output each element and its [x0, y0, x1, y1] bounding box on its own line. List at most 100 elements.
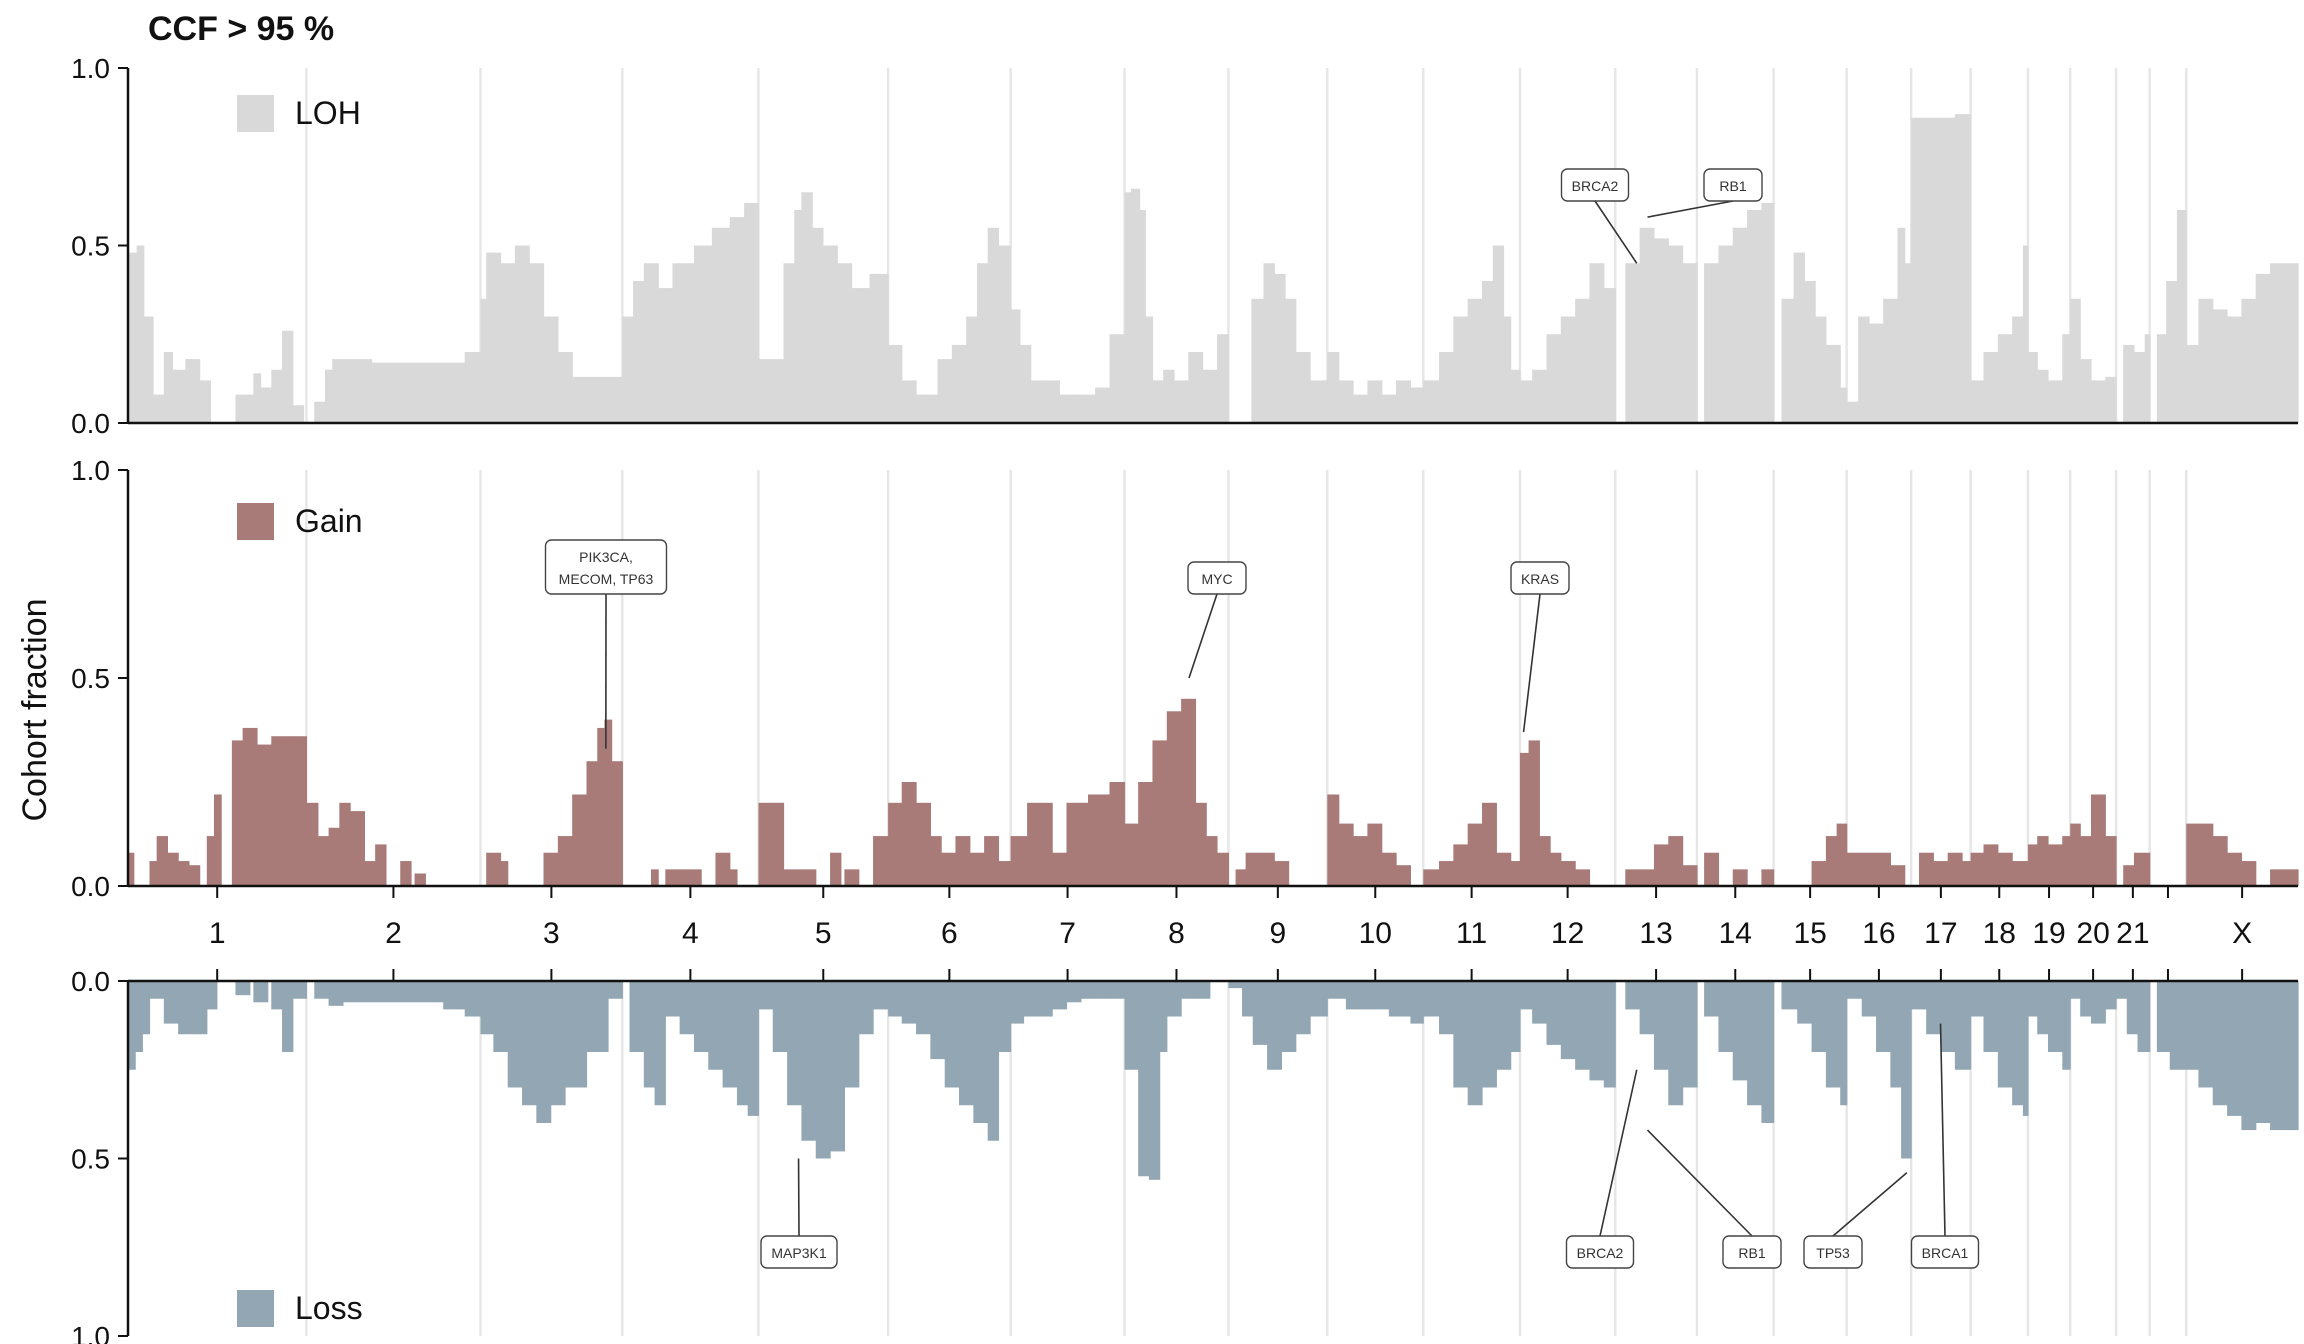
gain-bar: [783, 869, 803, 886]
loss-bar: [235, 981, 251, 996]
gain-bar: [1876, 852, 1891, 886]
loh-bar: [199, 380, 211, 423]
loh-bar: [1804, 281, 1816, 423]
loh-bar: [260, 387, 272, 423]
loss-bar: [536, 981, 552, 1123]
loss-bar: [1532, 981, 1548, 1024]
loh-bar: [1858, 316, 1870, 423]
chromosome-label: 10: [1359, 917, 1392, 950]
gain-bar: [604, 719, 613, 886]
loh-bar: [869, 273, 889, 423]
loss-bar: [1876, 981, 1891, 1052]
loss-bar: [1682, 981, 1698, 1088]
loss-bar: [1327, 981, 1347, 999]
loss-bar: [1345, 981, 1368, 1010]
loh-bar: [1954, 114, 1972, 424]
loss-bar: [1589, 981, 1605, 1081]
loh-bar: [1439, 352, 1454, 423]
loh-bar: [292, 405, 305, 423]
annotation-box: [1187, 561, 1247, 595]
loh-bar: [2144, 334, 2151, 423]
loss-bar: [1940, 981, 1956, 1052]
loh-bar: [794, 210, 803, 423]
loh-bar: [1045, 380, 1060, 423]
loh-bar: [486, 252, 502, 423]
gain-bar: [1482, 802, 1497, 886]
gain-bar: [364, 861, 376, 886]
gain-bar: [2123, 865, 2135, 886]
loh-bar: [1747, 210, 1763, 423]
loss-bar: [414, 981, 444, 1003]
loss-bar: [2255, 981, 2271, 1123]
annotation-label: BRCA2: [1577, 1245, 1624, 1261]
gain-bar: [955, 836, 971, 886]
loss-bar: [253, 981, 269, 1003]
gain-bar: [2047, 844, 2063, 886]
loh-bar: [2047, 380, 2063, 423]
loss-bar: [282, 981, 294, 1052]
gain-bar: [844, 869, 860, 886]
loh-bar: [2241, 298, 2257, 423]
loh-bar: [1188, 352, 1204, 423]
loss-bar: [1267, 981, 1283, 1070]
gain-bar: [1467, 823, 1483, 886]
loss-bar: [1037, 981, 1053, 1017]
gain-bar: [2270, 869, 2299, 886]
cohort-fraction-series: [128, 114, 2299, 1180]
loss-bar: [1575, 981, 1591, 1070]
annotation-box: [1803, 1235, 1863, 1269]
gain-bar: [1338, 823, 1354, 886]
loh-bar: [901, 380, 917, 423]
gain-bar: [1519, 752, 1530, 886]
y-axis-label: Cohort fraction: [16, 599, 54, 822]
loss-bar: [2169, 981, 2187, 1070]
loh-bar: [2090, 380, 2106, 423]
loh-bar: [1202, 369, 1218, 423]
loh-bar: [1152, 380, 1164, 423]
loss-bar: [1467, 981, 1483, 1106]
loh-bar: [2166, 281, 2178, 423]
loh-bar: [282, 330, 294, 423]
gain-bar: [1396, 865, 1411, 886]
loh-bar: [1503, 316, 1512, 423]
annotation-label: RB1: [1738, 1245, 1765, 1261]
chromosome-label: 17: [1924, 917, 1957, 950]
gain-bar: [543, 852, 559, 886]
gain-bar: [998, 861, 1012, 886]
loh-bar: [1285, 298, 1297, 423]
gain-bar: [801, 869, 817, 886]
loss-bar: [1840, 981, 1848, 1106]
gain-bar: [1575, 869, 1591, 886]
gain-bar: [1235, 869, 1247, 886]
loss-bar: [736, 981, 749, 1106]
gain-bar: [271, 736, 294, 886]
gain-bar: [414, 873, 426, 886]
loss-bar: [1066, 981, 1082, 1003]
loss-bar: [998, 981, 1012, 1052]
loss-bar: [665, 981, 681, 1017]
loh-bar: [822, 245, 838, 423]
gain-bar: [206, 836, 215, 886]
chromosome-label: 5: [815, 917, 832, 950]
loh-bar: [837, 263, 853, 423]
chromosome-label: 6: [941, 917, 958, 950]
loh-bar: [400, 362, 430, 423]
gain-bar: [188, 865, 201, 886]
loh-bar: [1983, 352, 1999, 423]
loh-bar: [729, 217, 745, 423]
loss-bar: [1997, 981, 2013, 1088]
loss-bar: [815, 981, 831, 1159]
loh-bar: [235, 394, 254, 423]
gain-bar: [2090, 794, 2106, 886]
loss-bar: [1926, 981, 1942, 1035]
loss-bar: [1159, 981, 1168, 1052]
loss-bar: [271, 981, 283, 1010]
loh-bar: [888, 344, 903, 423]
loh-bar: [1453, 316, 1469, 423]
gain-bar: [873, 836, 889, 886]
loss-bar: [493, 981, 509, 1052]
loh-bar: [693, 245, 713, 423]
gain-bar: [178, 861, 190, 886]
annotation-leader: [1599, 1069, 1638, 1237]
annotation-leader: [1594, 200, 1638, 264]
